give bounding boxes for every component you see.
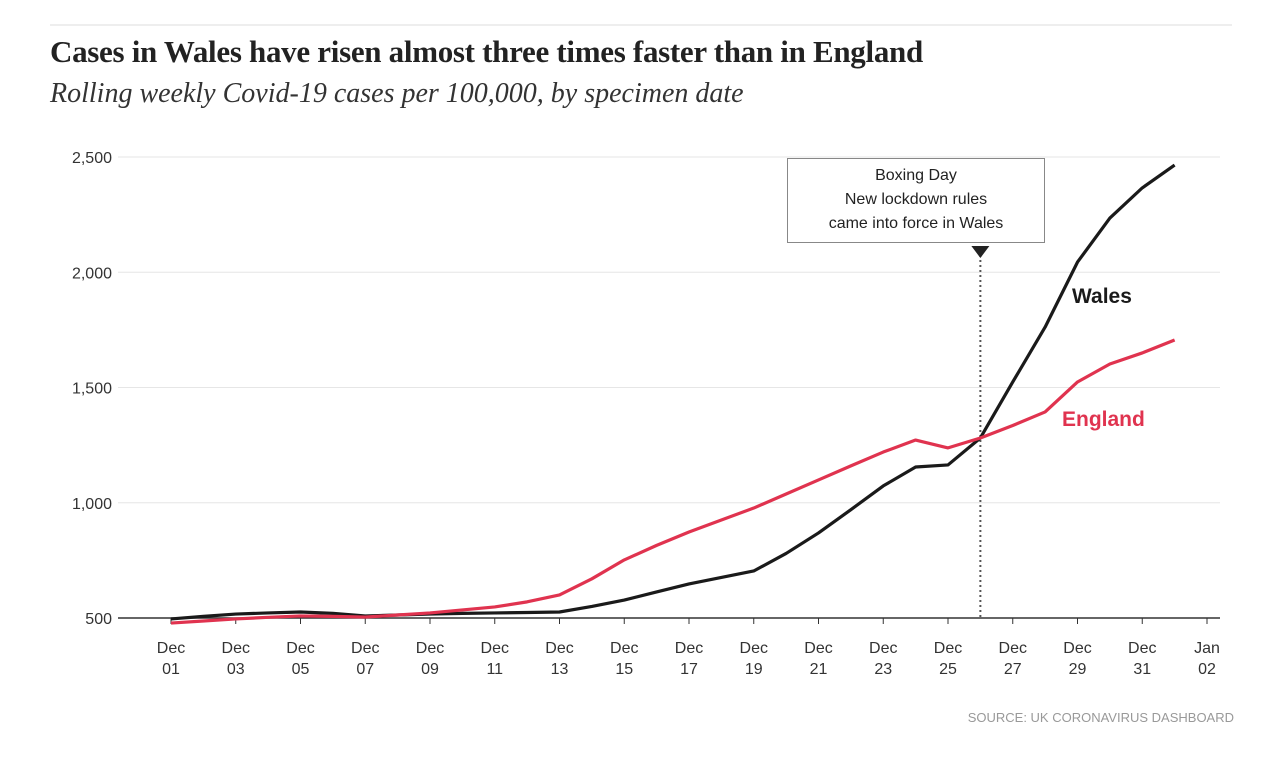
x-tick-label: Dec 27 bbox=[998, 640, 1027, 678]
x-tick-label: Dec 23 bbox=[869, 640, 898, 678]
x-tick-label: Dec 09 bbox=[415, 640, 445, 678]
annotation: Boxing Day New lockdown rules came into … bbox=[787, 158, 1045, 243]
x-tick-label: Dec 29 bbox=[1063, 640, 1092, 678]
y-tick-label: 2,500 bbox=[72, 150, 112, 167]
series-label: Wales bbox=[1072, 285, 1132, 308]
x-tick-label: Jan 02 bbox=[1194, 640, 1220, 678]
x-tick-label: Dec 11 bbox=[480, 640, 509, 678]
y-tick-label: 1,000 bbox=[72, 496, 112, 513]
chart-title: Cases in Wales have risen almost three t… bbox=[50, 34, 923, 69]
x-tick-label: Dec 21 bbox=[804, 640, 833, 678]
x-tick-label: Dec 07 bbox=[351, 640, 380, 678]
annotation-line: Boxing Day bbox=[875, 167, 957, 184]
annotation-line: New lockdown rules bbox=[844, 191, 988, 208]
x-tick-label: Dec 05 bbox=[286, 640, 315, 678]
chart-subtitle: Rolling weekly Covid-19 cases per 100,00… bbox=[50, 78, 744, 109]
x-tick-label: Dec 19 bbox=[739, 640, 768, 678]
x-tick-label: Dec 15 bbox=[610, 640, 639, 678]
x-tick-label: Dec 01 bbox=[156, 640, 186, 678]
y-tick-label: 2,000 bbox=[72, 265, 112, 282]
source: SOURCE: UK CORONAVIRUS DASHBOARD bbox=[967, 710, 1234, 725]
x-tick-label: Dec 17 bbox=[674, 640, 704, 678]
series-line bbox=[170, 163, 1176, 621]
x-tick-label: Dec 13 bbox=[545, 640, 574, 678]
annotation-pointer bbox=[971, 246, 990, 258]
annotation-line: came into force in Wales bbox=[828, 215, 1004, 232]
y-tick-label: 500 bbox=[85, 611, 112, 628]
y-tick-label: 1,500 bbox=[72, 381, 112, 398]
series-line bbox=[170, 338, 1176, 625]
x-tick-label: Dec 03 bbox=[221, 640, 250, 678]
x-tick-label: Dec 25 bbox=[933, 640, 963, 678]
x-tick-label: Dec 31 bbox=[1128, 640, 1157, 678]
series-label: England bbox=[1062, 408, 1145, 431]
